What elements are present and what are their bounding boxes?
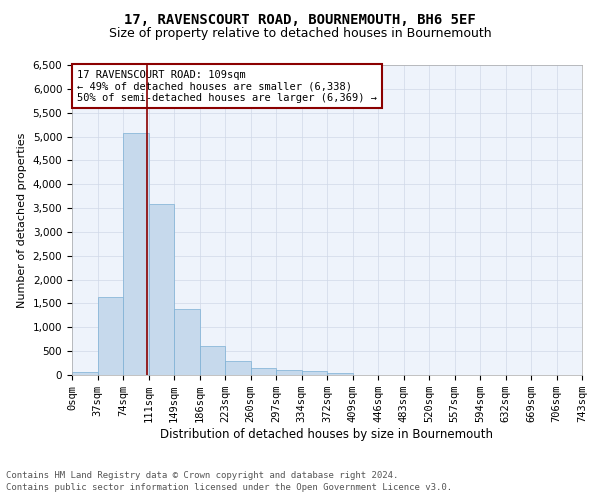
Bar [302,371,327,375]
Bar [276,370,302,375]
Text: 17 RAVENSCOURT ROAD: 109sqm
← 49% of detached houses are smaller (6,338)
50% of : 17 RAVENSCOURT ROAD: 109sqm ← 49% of det… [77,70,377,103]
Bar [199,346,225,375]
Bar [225,360,251,375]
Text: 17, RAVENSCOURT ROAD, BOURNEMOUTH, BH6 5EF: 17, RAVENSCOURT ROAD, BOURNEMOUTH, BH6 5… [124,12,476,26]
Text: Contains HM Land Registry data © Crown copyright and database right 2024.: Contains HM Land Registry data © Crown c… [6,471,398,480]
Bar [123,133,149,375]
Bar [149,204,174,375]
Text: Size of property relative to detached houses in Bournemouth: Size of property relative to detached ho… [109,28,491,40]
X-axis label: Distribution of detached houses by size in Bournemouth: Distribution of detached houses by size … [161,428,493,441]
Bar [251,368,276,375]
Bar [327,373,353,375]
Bar [174,308,199,375]
Text: Contains public sector information licensed under the Open Government Licence v3: Contains public sector information licen… [6,484,452,492]
Y-axis label: Number of detached properties: Number of detached properties [17,132,27,308]
Bar [97,298,123,375]
Bar [72,372,97,375]
